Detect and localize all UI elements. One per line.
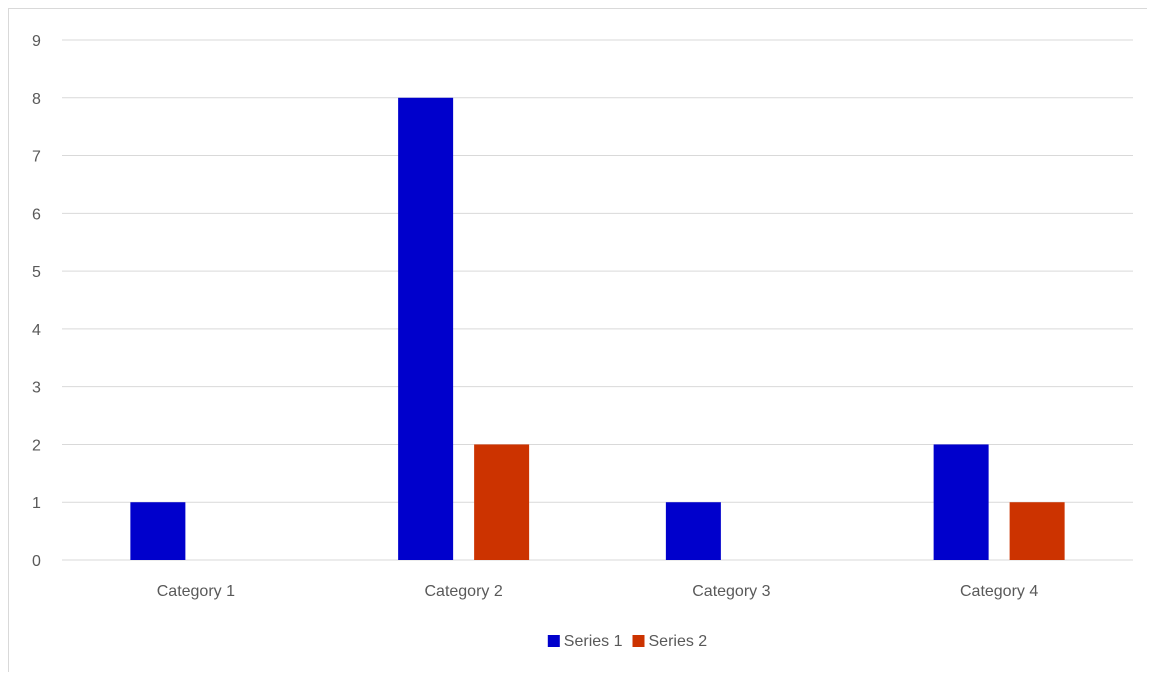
y-axis-ticks: 0 1 2 3 4 5 6 7 8 9	[32, 33, 41, 570]
legend-swatch	[632, 635, 645, 647]
legend-label: Series 1	[564, 633, 623, 650]
y-tick-label: 6	[32, 206, 41, 223]
legend-item-series-1: Series 1	[547, 633, 623, 650]
bar-series-1-category-4	[933, 444, 989, 560]
y-tick-label: 9	[32, 33, 41, 50]
bar-series-1-category-1	[130, 502, 186, 560]
x-tick-label: Category 4	[960, 583, 1038, 600]
chart-frame	[8, 8, 1147, 672]
x-axis-ticks: Category 1 Category 2 Category 3 Category 4	[157, 583, 1039, 600]
x-tick-label: Category 1	[157, 583, 235, 600]
y-tick-label: 3	[32, 380, 41, 397]
bar-series-2-category-4	[1009, 502, 1065, 560]
y-tick-label: 1	[32, 495, 41, 512]
bar-series-2-category-2	[474, 444, 530, 560]
bars	[130, 97, 1065, 561]
legend-swatch	[547, 635, 560, 647]
y-tick-label: 2	[32, 437, 41, 454]
y-tick-label: 4	[32, 322, 41, 339]
legend-item-series-2: Series 2	[632, 633, 708, 650]
x-tick-label: Category 3	[692, 583, 770, 600]
y-tick-label: 8	[32, 91, 41, 108]
bar-series-1-category-2	[398, 97, 454, 561]
y-tick-label: 7	[32, 149, 41, 166]
legend-label: Series 2	[649, 633, 708, 650]
x-tick-label: Category 2	[424, 583, 502, 600]
bar-series-1-category-3	[665, 502, 721, 560]
gridlines	[62, 39, 1133, 561]
y-tick-label: 0	[32, 553, 41, 570]
y-tick-label: 5	[32, 264, 41, 281]
legend: Series 1 Series 2	[547, 633, 708, 650]
